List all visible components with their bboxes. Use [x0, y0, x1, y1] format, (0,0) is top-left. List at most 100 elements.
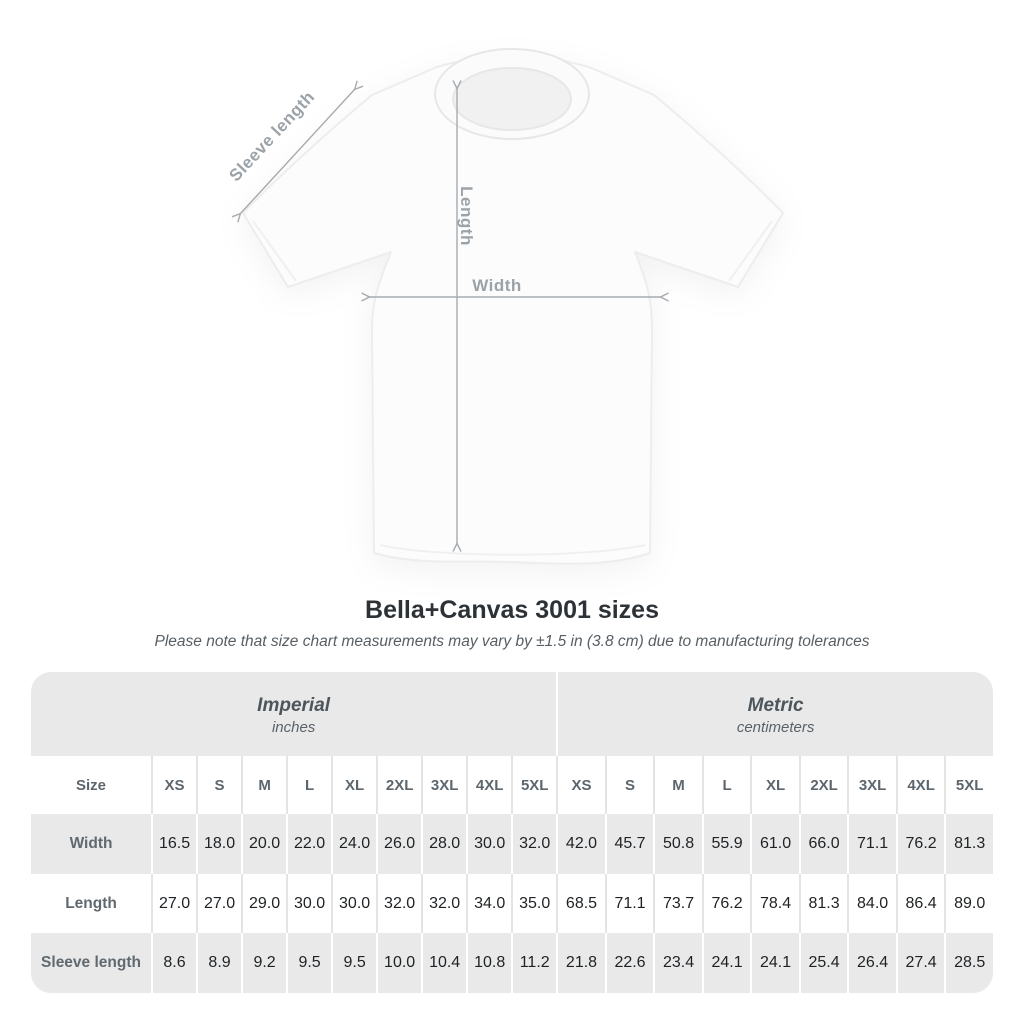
measurement-value: 22.0: [286, 814, 332, 874]
size-header: 2XL: [798, 756, 848, 814]
measurement-value: 45.7: [604, 814, 654, 874]
metric-band: Metric centimeters: [556, 672, 993, 756]
size-header: M: [653, 756, 702, 814]
size-header: 5XL: [511, 756, 557, 814]
measurement-value: 50.8: [653, 814, 702, 874]
size-header: L: [286, 756, 332, 814]
sleeve-length-arrow: [240, 89, 355, 214]
measurement-value: 81.3: [798, 874, 848, 933]
size-header: S: [196, 756, 242, 814]
size-header: M: [241, 756, 287, 814]
size-header-row: Size XS S M L XL 2XL 3XL 4XL 5XL XS S M L XL 2XL 3XL 4XL 5…: [31, 756, 993, 814]
measurement-value: 30.0: [466, 814, 512, 874]
measurement-value: 23.4: [653, 933, 702, 993]
metric-label: Metric: [747, 694, 804, 716]
measurement-value: 9.5: [286, 933, 332, 993]
measurement-value: 32.0: [376, 874, 422, 933]
measurement-value: 16.5: [151, 814, 197, 874]
measurement-value: 34.0: [466, 874, 512, 933]
measurement-row: Length 27.0 27.0 29.0 30.0 30.0 32.0 32.0 34.0 35…: [31, 874, 993, 933]
measurement-value: 55.9: [701, 814, 751, 874]
measurement-value: 24.0: [331, 814, 377, 874]
tshirt-illustration: [242, 48, 784, 565]
measurement-row: Width 16.5 18.0 20.0 22.0 24.0 26.0 28.0 30.0 32.…: [31, 814, 993, 874]
tolerance-note: Please note that size chart measurements…: [154, 633, 870, 650]
hem-seam: [379, 544, 646, 556]
size-table-container: Imperial inches Metric centimeters Size X…: [31, 672, 993, 993]
measurement-value: 61.0: [750, 814, 799, 874]
measurement-value: 9.2: [241, 933, 287, 993]
metric-unit: centimeters: [736, 719, 815, 737]
measurement-value: 27.0: [151, 874, 197, 933]
size-header: XL: [750, 756, 799, 814]
measurement-value: 30.0: [331, 874, 377, 933]
size-table: Imperial inches Metric centimeters Size X…: [31, 672, 993, 993]
measurement-row-label: Length: [31, 874, 152, 933]
measurement-value: 30.0: [286, 874, 332, 933]
size-header: 3XL: [421, 756, 467, 814]
measurement-value: 73.7: [653, 874, 702, 933]
measurement-value: 8.9: [196, 933, 242, 993]
collar-opening: [452, 67, 572, 131]
imperial-label: Imperial: [257, 694, 331, 716]
measurement-value: 71.1: [604, 874, 654, 933]
measurement-value: 86.4: [895, 874, 945, 933]
measurement-value: 20.0: [241, 814, 287, 874]
measurement-value: 21.8: [556, 933, 605, 993]
size-label: Size: [31, 756, 152, 814]
measurement-value: 26.4: [847, 933, 896, 993]
measurement-value: 78.4: [750, 874, 799, 933]
measurement-arrows: [240, 88, 661, 544]
size-header: 5XL: [944, 756, 993, 814]
measurement-value: 8.6: [151, 933, 197, 993]
measurement-value: 25.4: [798, 933, 848, 993]
measurement-value: 26.0: [376, 814, 422, 874]
measurement-value: 29.0: [241, 874, 287, 933]
measurement-value: 81.3: [944, 814, 993, 874]
measurement-value: 76.2: [701, 874, 751, 933]
size-header: 4XL: [895, 756, 945, 814]
measurement-value: 71.1: [847, 814, 896, 874]
measurement-value: 28.0: [421, 814, 467, 874]
imperial-band: Imperial inches: [31, 672, 557, 756]
size-table-body: Imperial inches Metric centimeters Size X…: [31, 672, 993, 993]
size-header: L: [701, 756, 751, 814]
tshirt-diagram: Sleeve length Length Width: [225, 48, 784, 565]
size-header: 3XL: [847, 756, 896, 814]
measurement-value: 24.1: [701, 933, 751, 993]
measurement-value: 10.4: [421, 933, 467, 993]
measurement-value: 68.5: [556, 874, 605, 933]
imperial-unit: inches: [271, 719, 316, 737]
measurement-row: Sleeve length 8.6 8.9 9.2 9.5 9.5 10.0 10.4 10.8…: [31, 933, 993, 993]
measurement-value: 18.0: [196, 814, 242, 874]
left-cuff-seam: [252, 220, 297, 282]
measurement-value: 42.0: [556, 814, 605, 874]
measurement-value: 28.5: [944, 933, 993, 993]
measurement-value: 10.8: [466, 933, 512, 993]
measurement-value: 10.0: [376, 933, 422, 993]
measurement-value: 27.0: [196, 874, 242, 933]
size-header: XS: [556, 756, 605, 814]
size-header: S: [604, 756, 654, 814]
size-header: XS: [151, 756, 197, 814]
measurement-row-label: Sleeve length: [31, 933, 152, 993]
unit-band-row: Imperial inches Metric centimeters: [31, 672, 993, 756]
page-title: Bella+Canvas 3001 sizes: [365, 596, 659, 624]
measurement-value: 89.0: [944, 874, 993, 933]
right-cuff-seam: [728, 220, 773, 282]
measurement-value: 66.0: [798, 814, 848, 874]
measurement-value: 84.0: [847, 874, 896, 933]
size-header: 4XL: [466, 756, 512, 814]
measurement-value: 9.5: [331, 933, 377, 993]
tshirt-body: [242, 56, 784, 565]
measurement-value: 27.4: [895, 933, 945, 993]
measurement-value: 35.0: [511, 874, 557, 933]
measurement-row-label: Width: [31, 814, 152, 874]
measurement-value: 32.0: [421, 874, 467, 933]
width-label: Width: [472, 276, 522, 295]
length-label: Length: [457, 186, 476, 246]
size-header: 2XL: [376, 756, 422, 814]
measurement-value: 24.1: [750, 933, 799, 993]
measurement-value: 32.0: [511, 814, 557, 874]
